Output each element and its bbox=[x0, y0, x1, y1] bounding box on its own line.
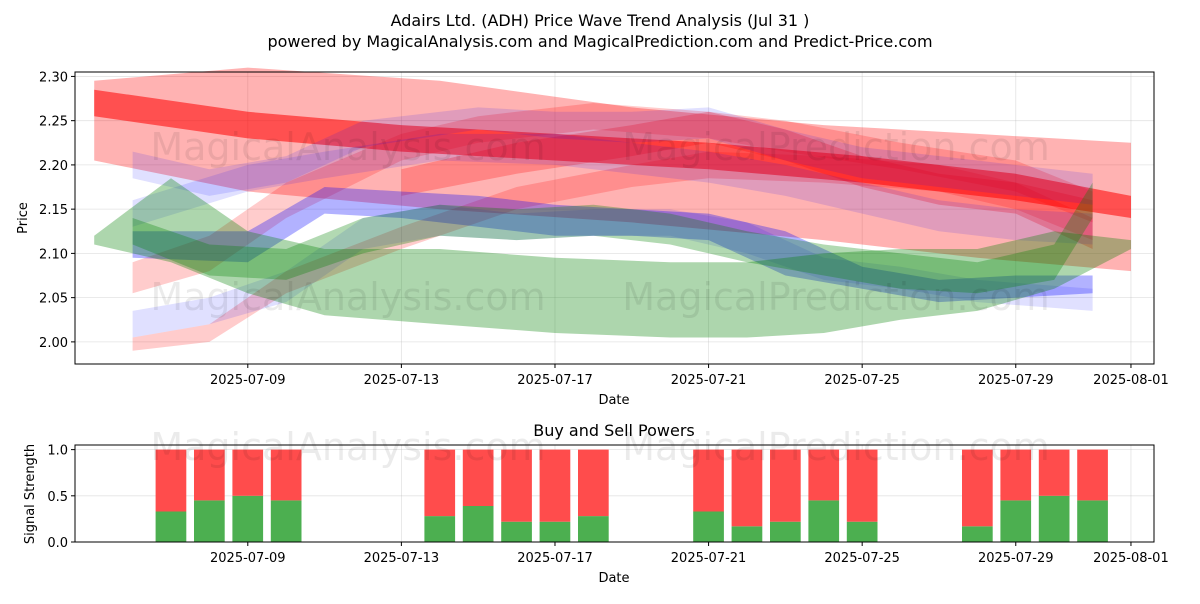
watermark-prediction-bottom: MagicalPrediction.com bbox=[622, 425, 1050, 469]
price-x-label: Date bbox=[598, 393, 629, 408]
signal-x-tick-label: 2025-07-09 bbox=[210, 551, 286, 566]
price-bands bbox=[94, 67, 1132, 351]
price-band-red-0 bbox=[94, 67, 1132, 272]
chart-title: Adairs Ltd. (ADH) Price Wave Trend Analy… bbox=[391, 11, 810, 30]
price-y-tick-label: 2.30 bbox=[39, 70, 68, 85]
sell-bar bbox=[1038, 449, 1070, 496]
watermark-analysis-top: MagicalAnalysis.com bbox=[150, 125, 545, 169]
watermark-analysis-mid: MagicalAnalysis.com bbox=[150, 275, 545, 319]
buy-bar bbox=[424, 516, 456, 542]
signal-y-label: Signal Strength bbox=[23, 444, 38, 544]
price-x-tick-label: 2025-07-13 bbox=[364, 373, 440, 388]
price-x-tick-label: 2025-07-17 bbox=[517, 373, 593, 388]
sell-bar bbox=[578, 449, 609, 517]
buy-bar bbox=[731, 526, 763, 542]
price-y-tick-label: 2.20 bbox=[39, 159, 68, 174]
sell-bar bbox=[232, 449, 264, 496]
sell-bar bbox=[846, 449, 878, 522]
price-x-tick-label: 2025-07-21 bbox=[671, 373, 747, 388]
sell-bar bbox=[1077, 449, 1108, 501]
price-x-tick-label: 2025-07-29 bbox=[978, 373, 1054, 388]
price-x-tick-label: 2025-07-25 bbox=[824, 373, 900, 388]
sell-bar bbox=[808, 449, 840, 501]
price-band-blue-5 bbox=[132, 187, 1093, 303]
price-y-label: Price bbox=[16, 202, 31, 234]
signal-y-tick-label: 0.5 bbox=[47, 490, 68, 505]
price-band-blue-7 bbox=[132, 204, 1093, 338]
price-band-red-4 bbox=[401, 111, 1093, 249]
price-ticks: 2025-07-09 2025-07-13 2025-07-17 2025-07-21… bbox=[39, 70, 1169, 388]
buy-bar bbox=[462, 506, 494, 542]
signal-axes-frame bbox=[74, 444, 1155, 543]
sell-bar bbox=[270, 449, 302, 501]
sell-bar bbox=[501, 449, 532, 522]
price-axes-frame bbox=[74, 71, 1155, 365]
price-band-green-10 bbox=[132, 182, 1093, 294]
price-grid bbox=[75, 72, 1154, 364]
watermark-prediction-mid: MagicalPrediction.com bbox=[622, 275, 1050, 319]
signal-x-tick-label: 2025-07-17 bbox=[517, 551, 593, 566]
buy-bar bbox=[1038, 495, 1070, 542]
watermark-analysis-bottom: MagicalAnalysis.com bbox=[150, 425, 545, 469]
buy-bar bbox=[1000, 500, 1032, 542]
buy-bar bbox=[808, 500, 840, 542]
signal-x-tick-label: 2025-07-29 bbox=[978, 551, 1054, 566]
buy-bar bbox=[270, 500, 302, 542]
signal-y-tick-label: 0.0 bbox=[47, 536, 68, 551]
price-panel: MagicalAnalysis.com MagicalPrediction.co… bbox=[16, 67, 1169, 408]
buy-bar bbox=[962, 526, 993, 542]
buy-bar bbox=[194, 500, 225, 542]
price-band-blue-6 bbox=[132, 107, 1093, 205]
sell-bar bbox=[155, 449, 187, 512]
sell-bar bbox=[462, 449, 494, 506]
watermark-prediction-top: MagicalPrediction.com bbox=[622, 125, 1050, 169]
sell-bar bbox=[424, 449, 456, 517]
buy-bar bbox=[155, 511, 187, 542]
buy-bar bbox=[232, 495, 264, 542]
sell-bar bbox=[1000, 449, 1032, 501]
signal-x-label: Date bbox=[598, 571, 629, 586]
signal-title: Buy and Sell Powers bbox=[533, 421, 695, 440]
price-band-red-2 bbox=[132, 103, 1093, 294]
sell-bar bbox=[770, 449, 801, 522]
signal-x-tick-label: 2025-07-21 bbox=[671, 551, 747, 566]
signal-x-tick-label: 2025-07-13 bbox=[364, 551, 440, 566]
price-band-red-1 bbox=[94, 89, 1132, 218]
buy-bar bbox=[846, 521, 878, 542]
sell-bar bbox=[693, 449, 724, 512]
buy-bar bbox=[539, 521, 571, 542]
price-band-green-9 bbox=[94, 178, 1132, 338]
price-y-tick-label: 2.25 bbox=[39, 115, 68, 130]
price-y-tick-label: 2.00 bbox=[39, 336, 68, 351]
buy-bar bbox=[693, 511, 724, 542]
sell-bar bbox=[194, 449, 225, 501]
signal-x-tick-label: 2025-08-01 bbox=[1093, 551, 1169, 566]
sell-bar bbox=[962, 449, 993, 527]
signal-ticks: 2025-07-09 2025-07-13 2025-07-17 2025-07-21… bbox=[47, 444, 1168, 566]
buy-bar bbox=[578, 516, 609, 542]
buy-bar bbox=[770, 521, 801, 542]
signal-bars bbox=[155, 449, 1108, 542]
chart-subtitle: powered by MagicalAnalysis.com and Magic… bbox=[267, 32, 932, 51]
buy-bar bbox=[501, 521, 532, 542]
sell-bar bbox=[539, 449, 571, 522]
price-x-tick-label: 2025-07-09 bbox=[210, 373, 286, 388]
signal-y-tick-label: 1.0 bbox=[47, 444, 68, 459]
buy-bar bbox=[1077, 500, 1108, 542]
price-band-blue-8 bbox=[132, 133, 1093, 245]
signal-x-tick-label: 2025-07-25 bbox=[824, 551, 900, 566]
price-y-tick-label: 2.15 bbox=[39, 203, 68, 218]
sell-bar bbox=[731, 449, 763, 527]
price-y-tick-label: 2.05 bbox=[39, 292, 68, 307]
price-x-tick-label: 2025-08-01 bbox=[1093, 373, 1169, 388]
price-y-tick-label: 2.10 bbox=[39, 247, 68, 262]
signal-panel: Buy and Sell Powers MagicalAnalysis.com … bbox=[23, 421, 1169, 586]
